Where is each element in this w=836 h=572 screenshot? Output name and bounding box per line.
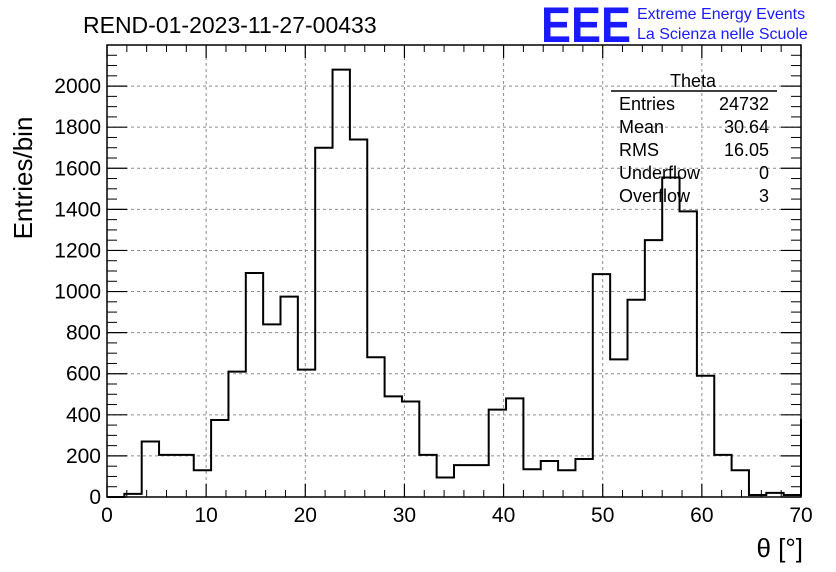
histogram-bin [714,455,731,497]
histogram-bin [506,398,523,497]
stats-row-label: Underflow [619,163,701,183]
x-tick-label: 10 [194,504,217,527]
histogram-bin [680,211,697,497]
histogram-bin [593,274,610,497]
histogram-bin [194,470,211,497]
histogram-bin [523,469,540,497]
histogram-bin [558,470,575,497]
stats-row-value: 24732 [719,94,769,114]
y-tick-label: 2000 [54,75,101,98]
stats-row-label: RMS [619,140,659,160]
y-tick-label: 800 [66,322,101,345]
histogram-bin [142,442,159,497]
y-tick-labels: 0 200 400 600 800 1000 1200 1400 1600 1800 2000 [54,75,101,509]
histogram-bars [124,70,801,497]
x-tick-label: 70 [789,504,812,527]
histogram-bin [385,396,402,497]
y-tick-label: 600 [66,363,101,386]
stats-box: Theta Entries 24732 Mean 30.64 RMS 16.05 Under… [611,71,777,206]
histogram-bin [610,359,627,497]
x-tick-label: 30 [393,504,416,527]
eee-logo-mark: EEE [541,0,631,53]
x-axis-title: θ [°] [756,533,803,563]
y-tick-label: 0 [89,486,101,509]
histogram-bin [419,455,436,497]
stats-row-value: 16.05 [724,140,769,160]
histogram-bin [176,455,193,497]
histogram-bin [281,297,298,497]
histogram-bin [645,240,662,497]
stats-row-value: 30.64 [724,117,769,137]
histogram-bin [575,459,592,497]
histogram-bin [228,372,245,497]
logo-line-1: Extreme Energy Events [637,6,805,23]
x-tick-labels: 0 10 20 30 40 50 60 70 [101,504,813,527]
y-tick-label: 1200 [54,239,101,262]
histogram-bin [159,455,176,497]
stats-row-label: Overflow [619,186,691,206]
histogram-bin [662,178,679,497]
histogram-bin [471,465,488,497]
stats-row-label: Entries [619,94,675,114]
chart-title: REND-01-2023-11-27-00433 [83,12,377,38]
y-tick-label: 1600 [54,157,101,180]
histogram-bin [628,300,645,497]
histogram-bin [350,140,367,497]
grid [107,45,801,497]
logo-line-2: La Scienza nelle Scuole [637,26,808,43]
stats-title: Theta [670,71,717,91]
stats-row-value: 3 [759,186,769,206]
y-tick-label: 1800 [54,116,101,139]
histogram-bin [367,357,384,497]
y-tick-label: 1400 [54,198,101,221]
stats-row-value: 0 [759,163,769,183]
histogram-bin [263,324,280,497]
histogram-bin [211,420,228,497]
x-tick-label: 0 [101,504,113,527]
histogram-bin [246,273,263,497]
histogram-bin [732,470,749,497]
stats-rows: Entries 24732 Mean 30.64 RMS 16.05 Underflow 0 O… [619,94,769,206]
x-tick-label: 20 [294,504,317,527]
histogram-bin [697,376,714,497]
eee-logo: EEE Extreme Energy Events La Scienza nel… [541,0,808,53]
stats-row-label: Mean [619,117,664,137]
histogram-bin [333,70,350,497]
y-tick-label: 400 [66,404,101,427]
y-tick-label: 200 [66,445,101,468]
x-tick-label: 50 [591,504,614,527]
y-axis-title: Entries/bin [8,117,38,240]
histogram-bin [454,465,471,497]
x-tick-label: 60 [690,504,713,527]
axis-ticks [106,45,802,498]
x-tick-label: 40 [492,504,515,527]
y-tick-label: 1000 [54,281,101,304]
histogram-bin [315,148,332,497]
histogram-outline [107,68,802,498]
histogram-bin [437,477,454,497]
histogram-bin [298,370,315,497]
